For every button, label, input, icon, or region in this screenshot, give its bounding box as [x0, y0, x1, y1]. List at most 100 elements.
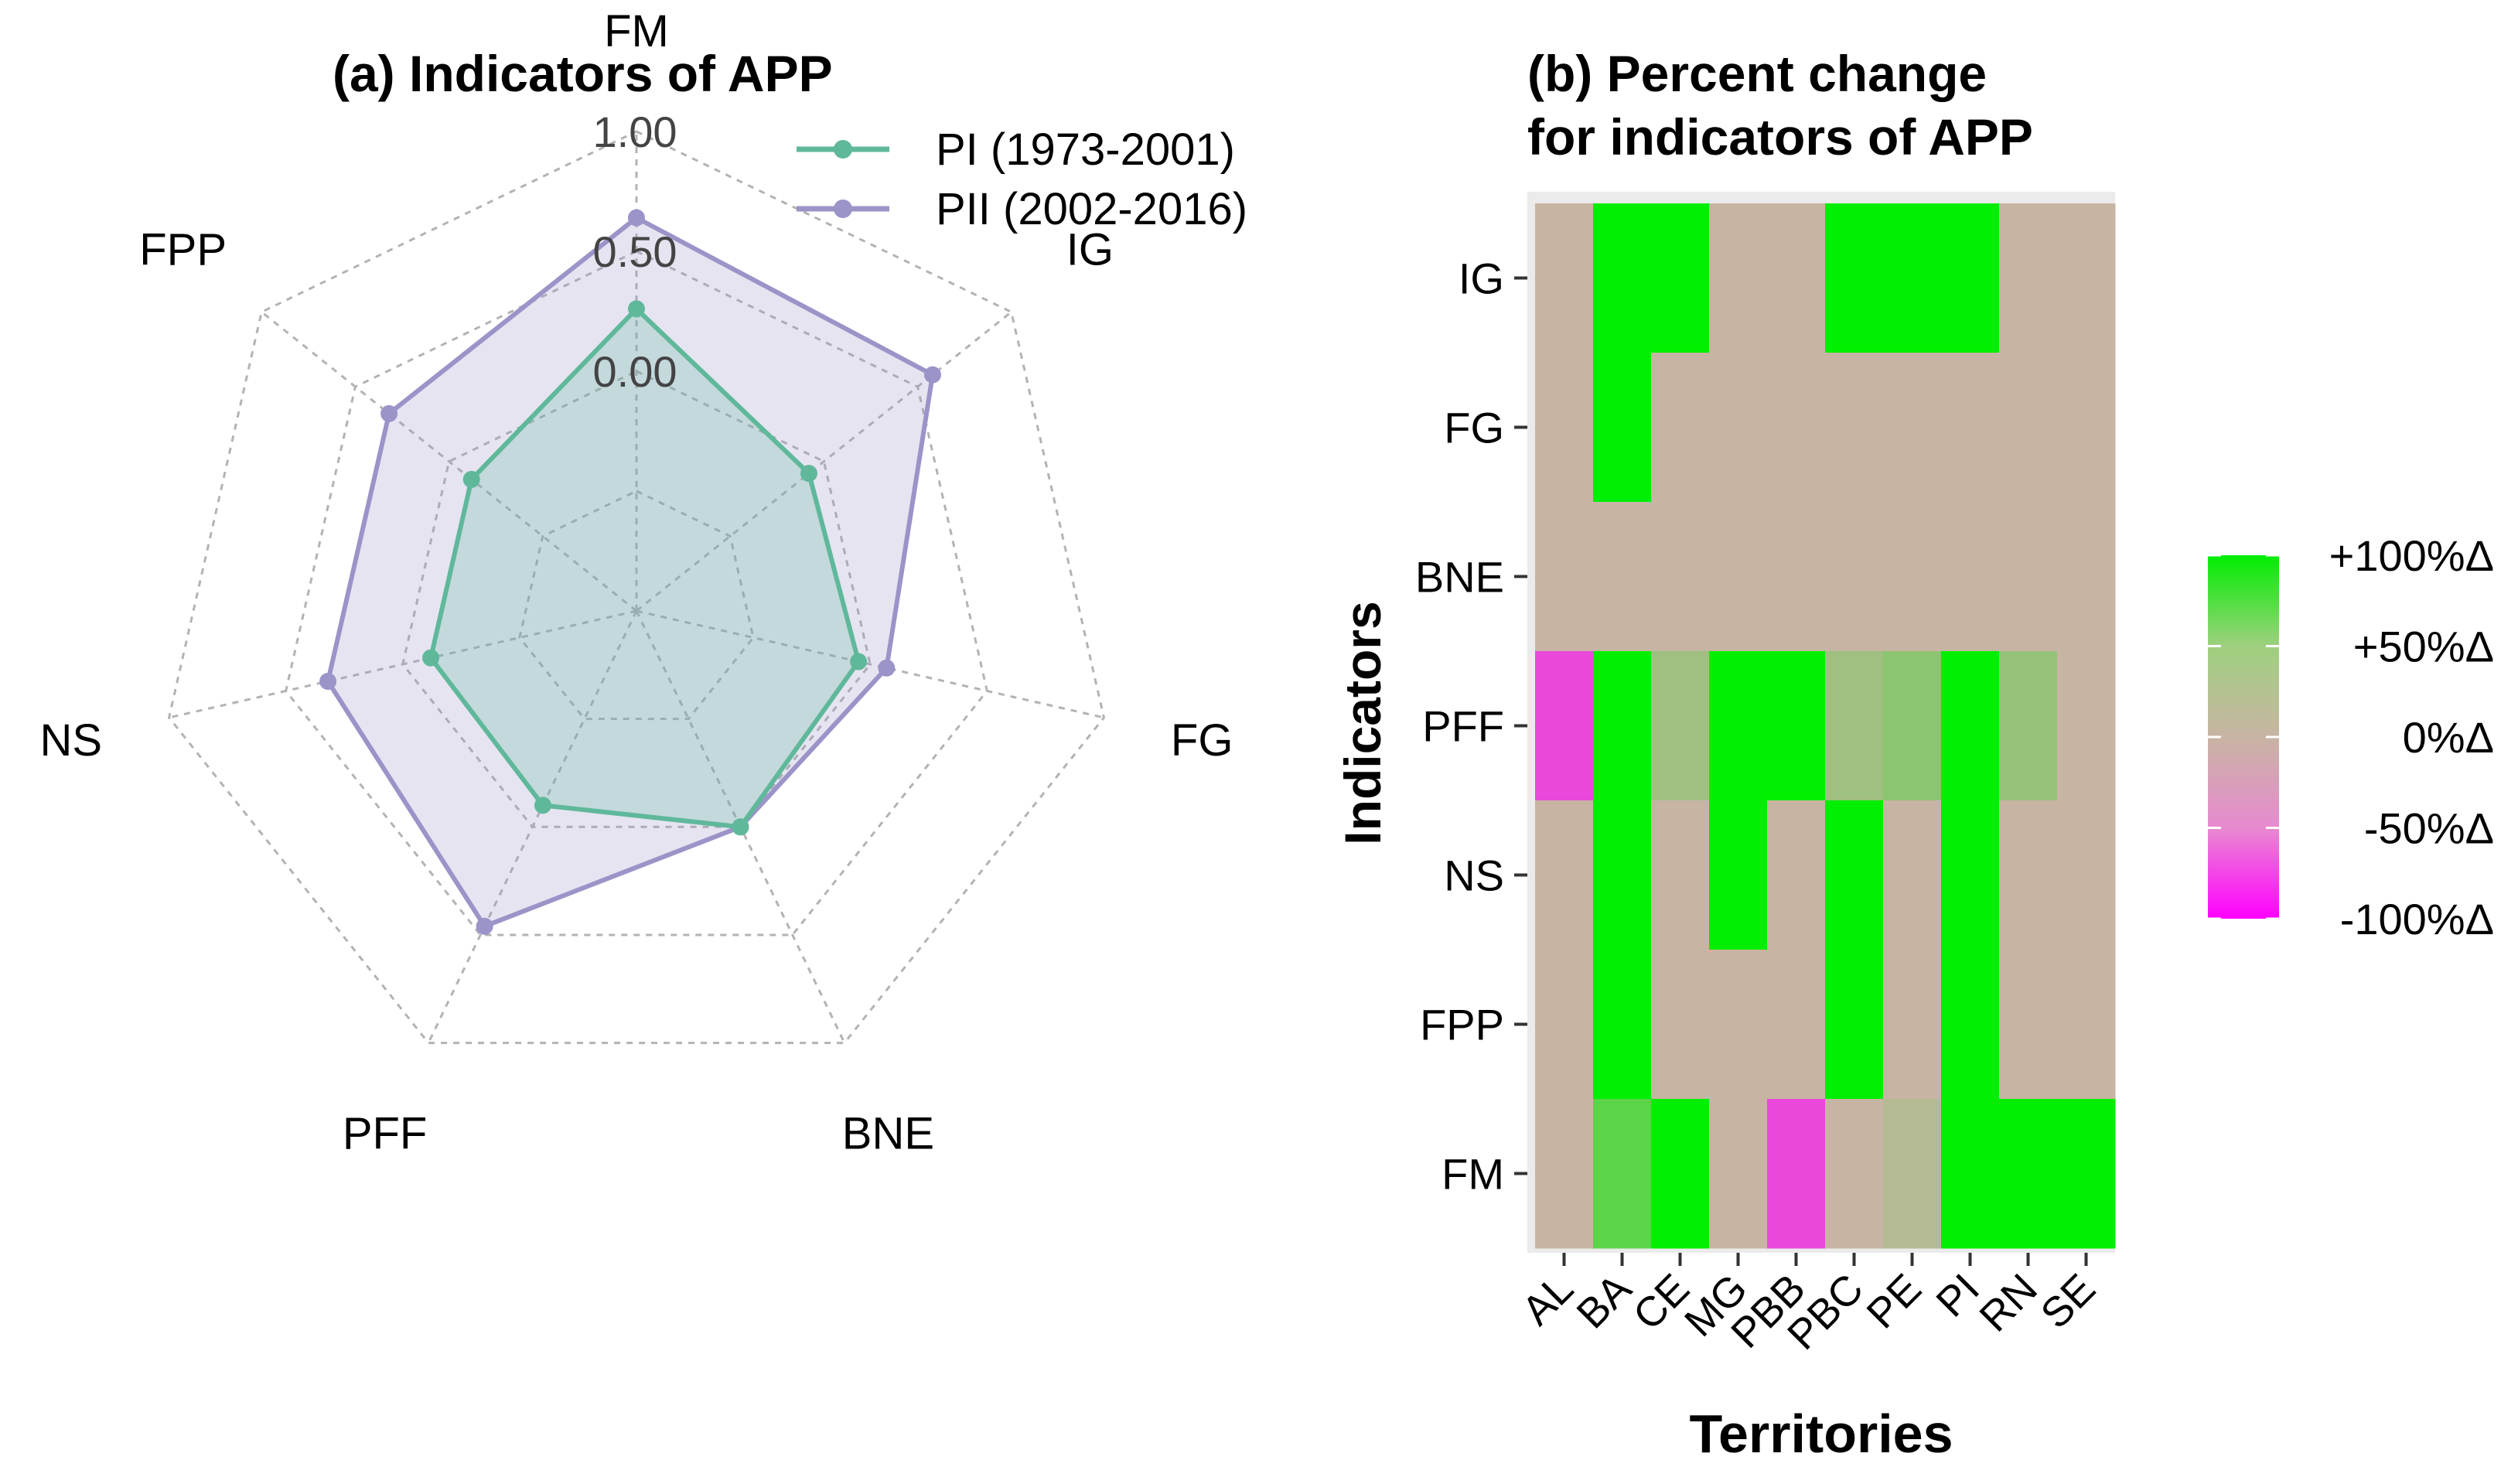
heatmap-cell	[1825, 1099, 1884, 1249]
heatmap-cell	[1825, 353, 1884, 503]
heatmap-cell	[1651, 502, 1710, 652]
radar-spoke	[636, 311, 1012, 612]
legend-label-pi: PI (1973-2001)	[936, 125, 1235, 175]
heatmap-cell	[1999, 1099, 2058, 1249]
heatmap-cell	[1709, 502, 1768, 652]
heatmap-cell	[1767, 800, 1826, 950]
heatmap-cells	[1535, 203, 2116, 1249]
heatmap-cell	[1709, 203, 1768, 353]
heatmap-cell	[2057, 651, 2116, 801]
heatmap-cell	[1825, 651, 1884, 801]
heatmap-cell	[1535, 203, 1594, 353]
radar-point	[850, 653, 868, 670]
radar-spoke	[427, 610, 638, 1044]
radar-title: (a) Indicators of APP	[333, 45, 833, 102]
heatmap-cell	[1999, 651, 2058, 801]
heatmap-cell	[1883, 353, 1942, 503]
heatmap-y-title: Indicators	[1334, 601, 1391, 844]
radar-axis-label: PFF	[343, 1109, 428, 1159]
heatmap-x-title: Territories	[1689, 1404, 1953, 1464]
heatmap-cell	[1883, 800, 1942, 950]
legend-marker-pi	[834, 140, 852, 159]
radar-point	[476, 917, 493, 935]
radar-axis-label: FPP	[139, 224, 227, 275]
radar-tick-label: 1.00	[593, 107, 677, 156]
heatmap-cell	[1535, 353, 1594, 503]
heatmap-y-label: NS	[1444, 851, 1504, 900]
radar-tick-label: 0.50	[593, 227, 677, 276]
heatmap-cell	[1941, 502, 2000, 652]
radar-grid-ring	[167, 130, 1106, 1045]
heatmap-cell	[1767, 353, 1826, 503]
heatmap-cell	[1767, 502, 1826, 652]
heatmap-cell	[1709, 800, 1768, 950]
heatmap-cell	[1593, 203, 1652, 353]
heatmap-cell	[1709, 353, 1768, 503]
heatmap-cell	[1825, 800, 1884, 950]
heatmap-cell	[2057, 353, 2116, 503]
heatmap-cell	[2057, 502, 2116, 652]
heatmap-cell	[1709, 950, 1768, 1100]
heatmap-y-axis: IG FG BNE PFF NS FPP FM	[1415, 254, 1527, 1199]
heatmap-cell	[1651, 203, 1710, 353]
heatmap-cell	[2057, 1099, 2116, 1249]
legend-marker-pii	[834, 200, 852, 218]
colorbar-label: +100%Δ	[2329, 531, 2494, 580]
heatmap-cell	[1651, 651, 1710, 801]
heatmap-cell	[1593, 800, 1652, 950]
heatmap-cell	[1883, 950, 1942, 1100]
radar-panel: (a) Indicators of APP 1.00 0.50 0.00 FM IG F…	[40, 6, 1248, 1159]
heatmap-cell	[1593, 651, 1652, 801]
heatmap-cell	[1999, 353, 2058, 503]
heatmap-cell	[1767, 203, 1826, 353]
radar-point	[628, 300, 645, 318]
heatmap-x-label: SE	[2032, 1265, 2104, 1337]
radar-series-shape	[325, 215, 936, 930]
colorbar-label: -100%Δ	[2340, 895, 2494, 943]
radar-series-shape	[428, 305, 862, 830]
radar-tick-labels: 1.00 0.50 0.00	[593, 107, 677, 396]
heatmap-cell	[1535, 651, 1594, 801]
radar-axis-label: FM	[604, 6, 669, 56]
radar-axis-label: IG	[1066, 224, 1114, 275]
heatmap-cell	[1825, 203, 1884, 353]
colorbar-label: -50%Δ	[2364, 804, 2494, 853]
radar-point	[319, 673, 337, 691]
radar-point	[380, 404, 398, 422]
radar-point	[800, 465, 817, 483]
radar-grid-ring	[518, 490, 755, 721]
heatmap-cell	[2057, 800, 2116, 950]
heatmap-cell	[1651, 800, 1710, 950]
radar-axis-label: NS	[40, 715, 103, 766]
radar-point	[462, 470, 480, 488]
radar-point	[923, 366, 941, 384]
heatmap-cell	[1883, 203, 1942, 353]
heatmap-cell	[2057, 950, 2116, 1100]
colorbar: +100%Δ +50%Δ 0%Δ -50%Δ -100%Δ	[2208, 531, 2494, 943]
heatmap-cell	[1941, 1099, 2000, 1249]
heatmap-cell	[1593, 353, 1652, 503]
heatmap-cell	[1883, 1099, 1942, 1249]
radar-grid-ring	[285, 250, 988, 936]
heatmap-cell	[1651, 950, 1710, 1100]
colorbar-label: +50%Δ	[2353, 623, 2494, 671]
radar-spoke	[261, 311, 637, 612]
heatmap-cell	[1883, 502, 1942, 652]
heatmap-cell	[1535, 800, 1594, 950]
heatmap-cell	[1767, 950, 1826, 1100]
heatmap-y-label: PFF	[1422, 702, 1504, 751]
heatmap-cell	[1767, 1099, 1826, 1249]
heatmap-title-line1: (b) Percent change	[1527, 45, 1987, 102]
radar-spoke	[636, 609, 1104, 719]
heatmap-cell	[1593, 502, 1652, 652]
heatmap-cell	[1999, 203, 2058, 353]
heatmap-cell	[1825, 950, 1884, 1100]
radar-axis-label: FG	[1171, 715, 1233, 766]
radar-tick-label: 0.00	[593, 347, 677, 396]
radar-axis-label: BNE	[842, 1109, 934, 1159]
colorbar-label: 0%Δ	[2403, 713, 2494, 762]
heatmap-cell	[1535, 950, 1594, 1100]
heatmap-cell	[1999, 950, 2058, 1100]
heatmap-cell	[1825, 502, 1884, 652]
